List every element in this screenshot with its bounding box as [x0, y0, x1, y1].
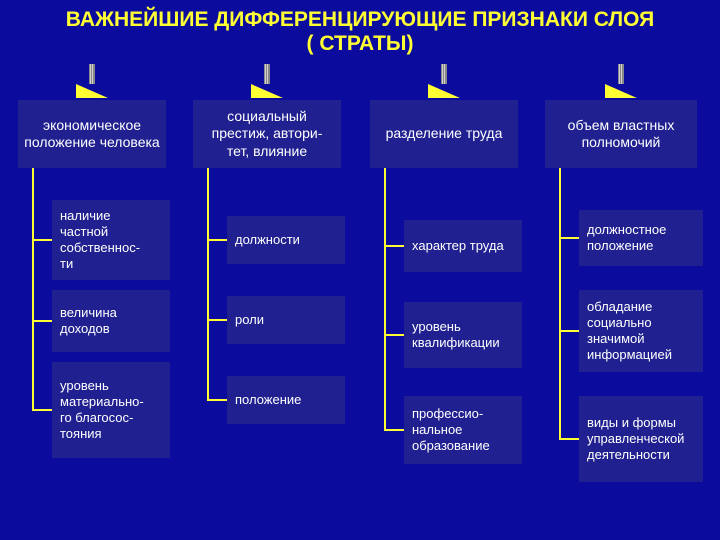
- sub-label: характер труда: [412, 238, 504, 254]
- connector-horizontal: [559, 438, 579, 440]
- connector-horizontal: [32, 320, 52, 322]
- connector-vertical: [559, 168, 561, 439]
- sub-box: уровень материально- го благосос- тояния: [52, 362, 170, 458]
- connector-horizontal: [207, 239, 227, 241]
- arrow-stem: [89, 64, 95, 84]
- arrow-triangle: [428, 84, 460, 98]
- sub-label: уровень квалификации: [412, 319, 514, 352]
- connector-horizontal: [559, 330, 579, 332]
- connector-horizontal: [32, 239, 52, 241]
- sub-label: обладание социально значимой информацией: [587, 299, 695, 364]
- connector-vertical: [32, 168, 34, 410]
- arrow-stem: [618, 64, 624, 84]
- arrow-triangle: [251, 84, 283, 98]
- category-label: социальный престиж, автори- тет, влияние: [199, 108, 335, 161]
- arrow-stem-line: [445, 64, 446, 84]
- connector-vertical: [207, 168, 209, 400]
- connector-horizontal: [207, 399, 227, 401]
- sub-box: профессио- нальное образование: [404, 396, 522, 464]
- sub-box: должностное положение: [579, 210, 703, 266]
- arrow-stem-line: [91, 64, 92, 84]
- category-box: объем властных полномочий: [545, 100, 697, 168]
- sub-box: виды и формы управленческой деятельности: [579, 396, 703, 482]
- sub-label: виды и формы управленческой деятельности: [587, 415, 695, 464]
- connector-horizontal: [384, 429, 404, 431]
- arrow-triangle: [605, 84, 637, 98]
- connector-horizontal: [207, 319, 227, 321]
- sub-box: роли: [227, 296, 345, 344]
- arrow-stem-line: [622, 64, 623, 84]
- arrow-stem-line: [443, 64, 444, 84]
- category-box: экономическое положение человека: [18, 100, 166, 168]
- sub-label: величина доходов: [60, 305, 162, 338]
- sub-label: уровень материально- го благосос- тояния: [60, 378, 162, 443]
- sub-label: положение: [235, 392, 301, 408]
- connector-horizontal: [559, 237, 579, 239]
- sub-box: положение: [227, 376, 345, 424]
- sub-label: наличие частной собственнос- ти: [60, 208, 162, 273]
- category-label: экономическое положение человека: [24, 117, 160, 152]
- connector-horizontal: [32, 409, 52, 411]
- arrow-stem: [264, 64, 270, 84]
- sub-box: уровень квалификации: [404, 302, 522, 368]
- arrow-stem-line: [93, 64, 94, 84]
- category-box: разделение труда: [370, 100, 518, 168]
- category-label: разделение труда: [386, 125, 503, 143]
- page-title: ВАЖНЕЙШИЕ ДИФФЕРЕНЦИРУЮЩИЕ ПРИЗНАКИ СЛОЯ…: [0, 8, 720, 56]
- category-box: социальный престиж, автори- тет, влияние: [193, 100, 341, 168]
- connector-vertical: [384, 168, 386, 430]
- connector-horizontal: [384, 334, 404, 336]
- sub-label: профессио- нальное образование: [412, 406, 514, 455]
- sub-box: величина доходов: [52, 290, 170, 352]
- sub-label: должностное положение: [587, 222, 695, 255]
- arrow-stem-line: [268, 64, 269, 84]
- arrow-triangle: [76, 84, 108, 98]
- sub-box: должности: [227, 216, 345, 264]
- connector-horizontal: [384, 245, 404, 247]
- sub-box: наличие частной собственнос- ти: [52, 200, 170, 280]
- arrow-stem-line: [620, 64, 621, 84]
- sub-box: характер труда: [404, 220, 522, 272]
- sub-box: обладание социально значимой информацией: [579, 290, 703, 372]
- category-label: объем властных полномочий: [551, 117, 691, 152]
- arrow-stem: [441, 64, 447, 84]
- sub-label: роли: [235, 312, 264, 328]
- arrow-stem-line: [266, 64, 267, 84]
- sub-label: должности: [235, 232, 300, 248]
